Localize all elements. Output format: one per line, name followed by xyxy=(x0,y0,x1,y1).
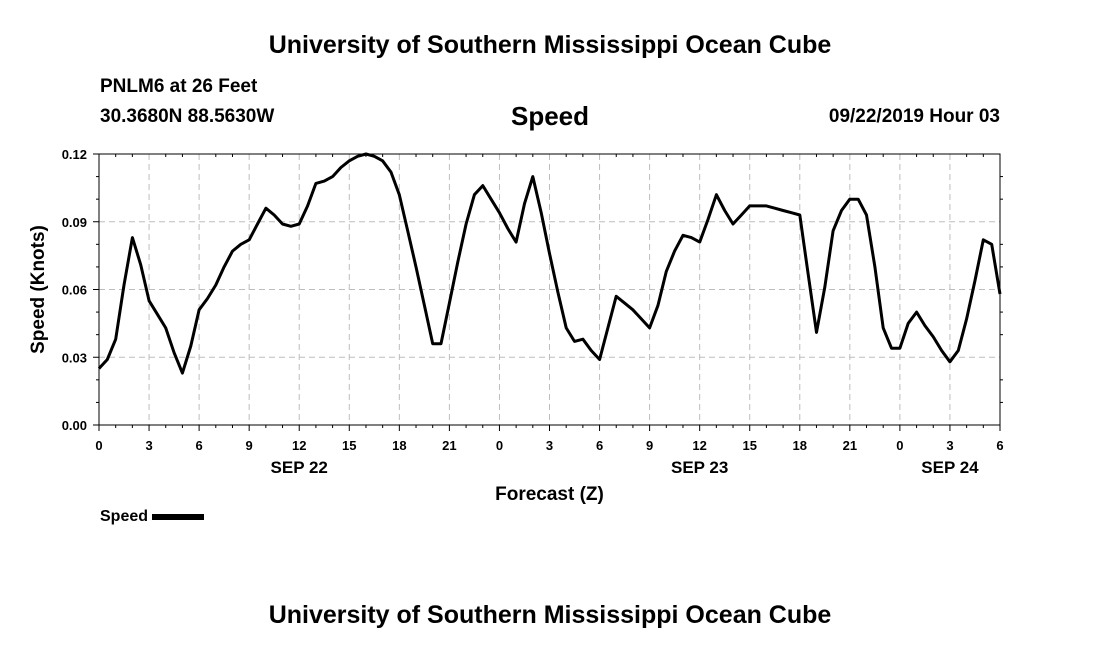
y-tick-label: 0.00 xyxy=(62,418,87,433)
x-tick-label: 12 xyxy=(692,438,706,453)
x-tick-label: 15 xyxy=(742,438,756,453)
x-tick-label: 12 xyxy=(292,438,306,453)
x-tick-label: 6 xyxy=(195,438,202,453)
x-axis-title: Forecast (Z) xyxy=(495,484,604,505)
y-tick-label: 0.09 xyxy=(62,215,87,230)
speed-series-line xyxy=(97,152,1002,375)
y-tick-label: 0.03 xyxy=(62,350,87,365)
chart-title: Speed xyxy=(510,101,590,131)
x-tick-label: 3 xyxy=(145,438,152,453)
x-tick-label: 6 xyxy=(596,438,603,453)
legend-label: Speed xyxy=(100,508,149,525)
x-tick-label: 15 xyxy=(342,438,356,453)
legend-swatch xyxy=(152,513,205,520)
y-tick-label: 0.06 xyxy=(62,283,87,298)
x-tick-label: 0 xyxy=(496,438,503,453)
x-tick-label: 6 xyxy=(996,438,1003,453)
coordinates-label: 30.3680N 88.5630W xyxy=(100,106,275,127)
date-label: SEP 22 xyxy=(271,458,328,477)
footer-title: University of Southern Mississippi Ocean… xyxy=(268,601,832,629)
x-tick-label: 0 xyxy=(896,438,903,453)
x-tick-label: 3 xyxy=(946,438,953,453)
date-label: SEP 23 xyxy=(671,458,728,477)
speed-chart: 0 3 6 9 12 15 18 21 0 3 6 9 12 15 18 21 0 3 6 0.00 0.03 0.06 0… xyxy=(28,147,1004,505)
y-axis-title: Speed (Knots) xyxy=(28,225,49,354)
y-tick-label: 0.12 xyxy=(62,147,87,162)
station-label: PNLM6 at 26 Feet xyxy=(100,76,258,97)
x-tick-label: 21 xyxy=(442,438,456,453)
date-label: SEP 24 xyxy=(921,458,979,477)
x-tick-label: 18 xyxy=(793,438,807,453)
x-tick-label: 18 xyxy=(392,438,406,453)
x-tick-label: 3 xyxy=(546,438,553,453)
timestamp-label: 09/22/2019 Hour 03 xyxy=(828,106,1000,127)
x-tick-label: 9 xyxy=(246,438,253,453)
legend: Speed xyxy=(100,508,205,526)
x-tick-label: 21 xyxy=(843,438,857,453)
x-tick-label: 0 xyxy=(95,438,102,453)
x-tick-label: 9 xyxy=(646,438,653,453)
main-title: University of Southern Mississippi Ocean… xyxy=(268,31,832,59)
